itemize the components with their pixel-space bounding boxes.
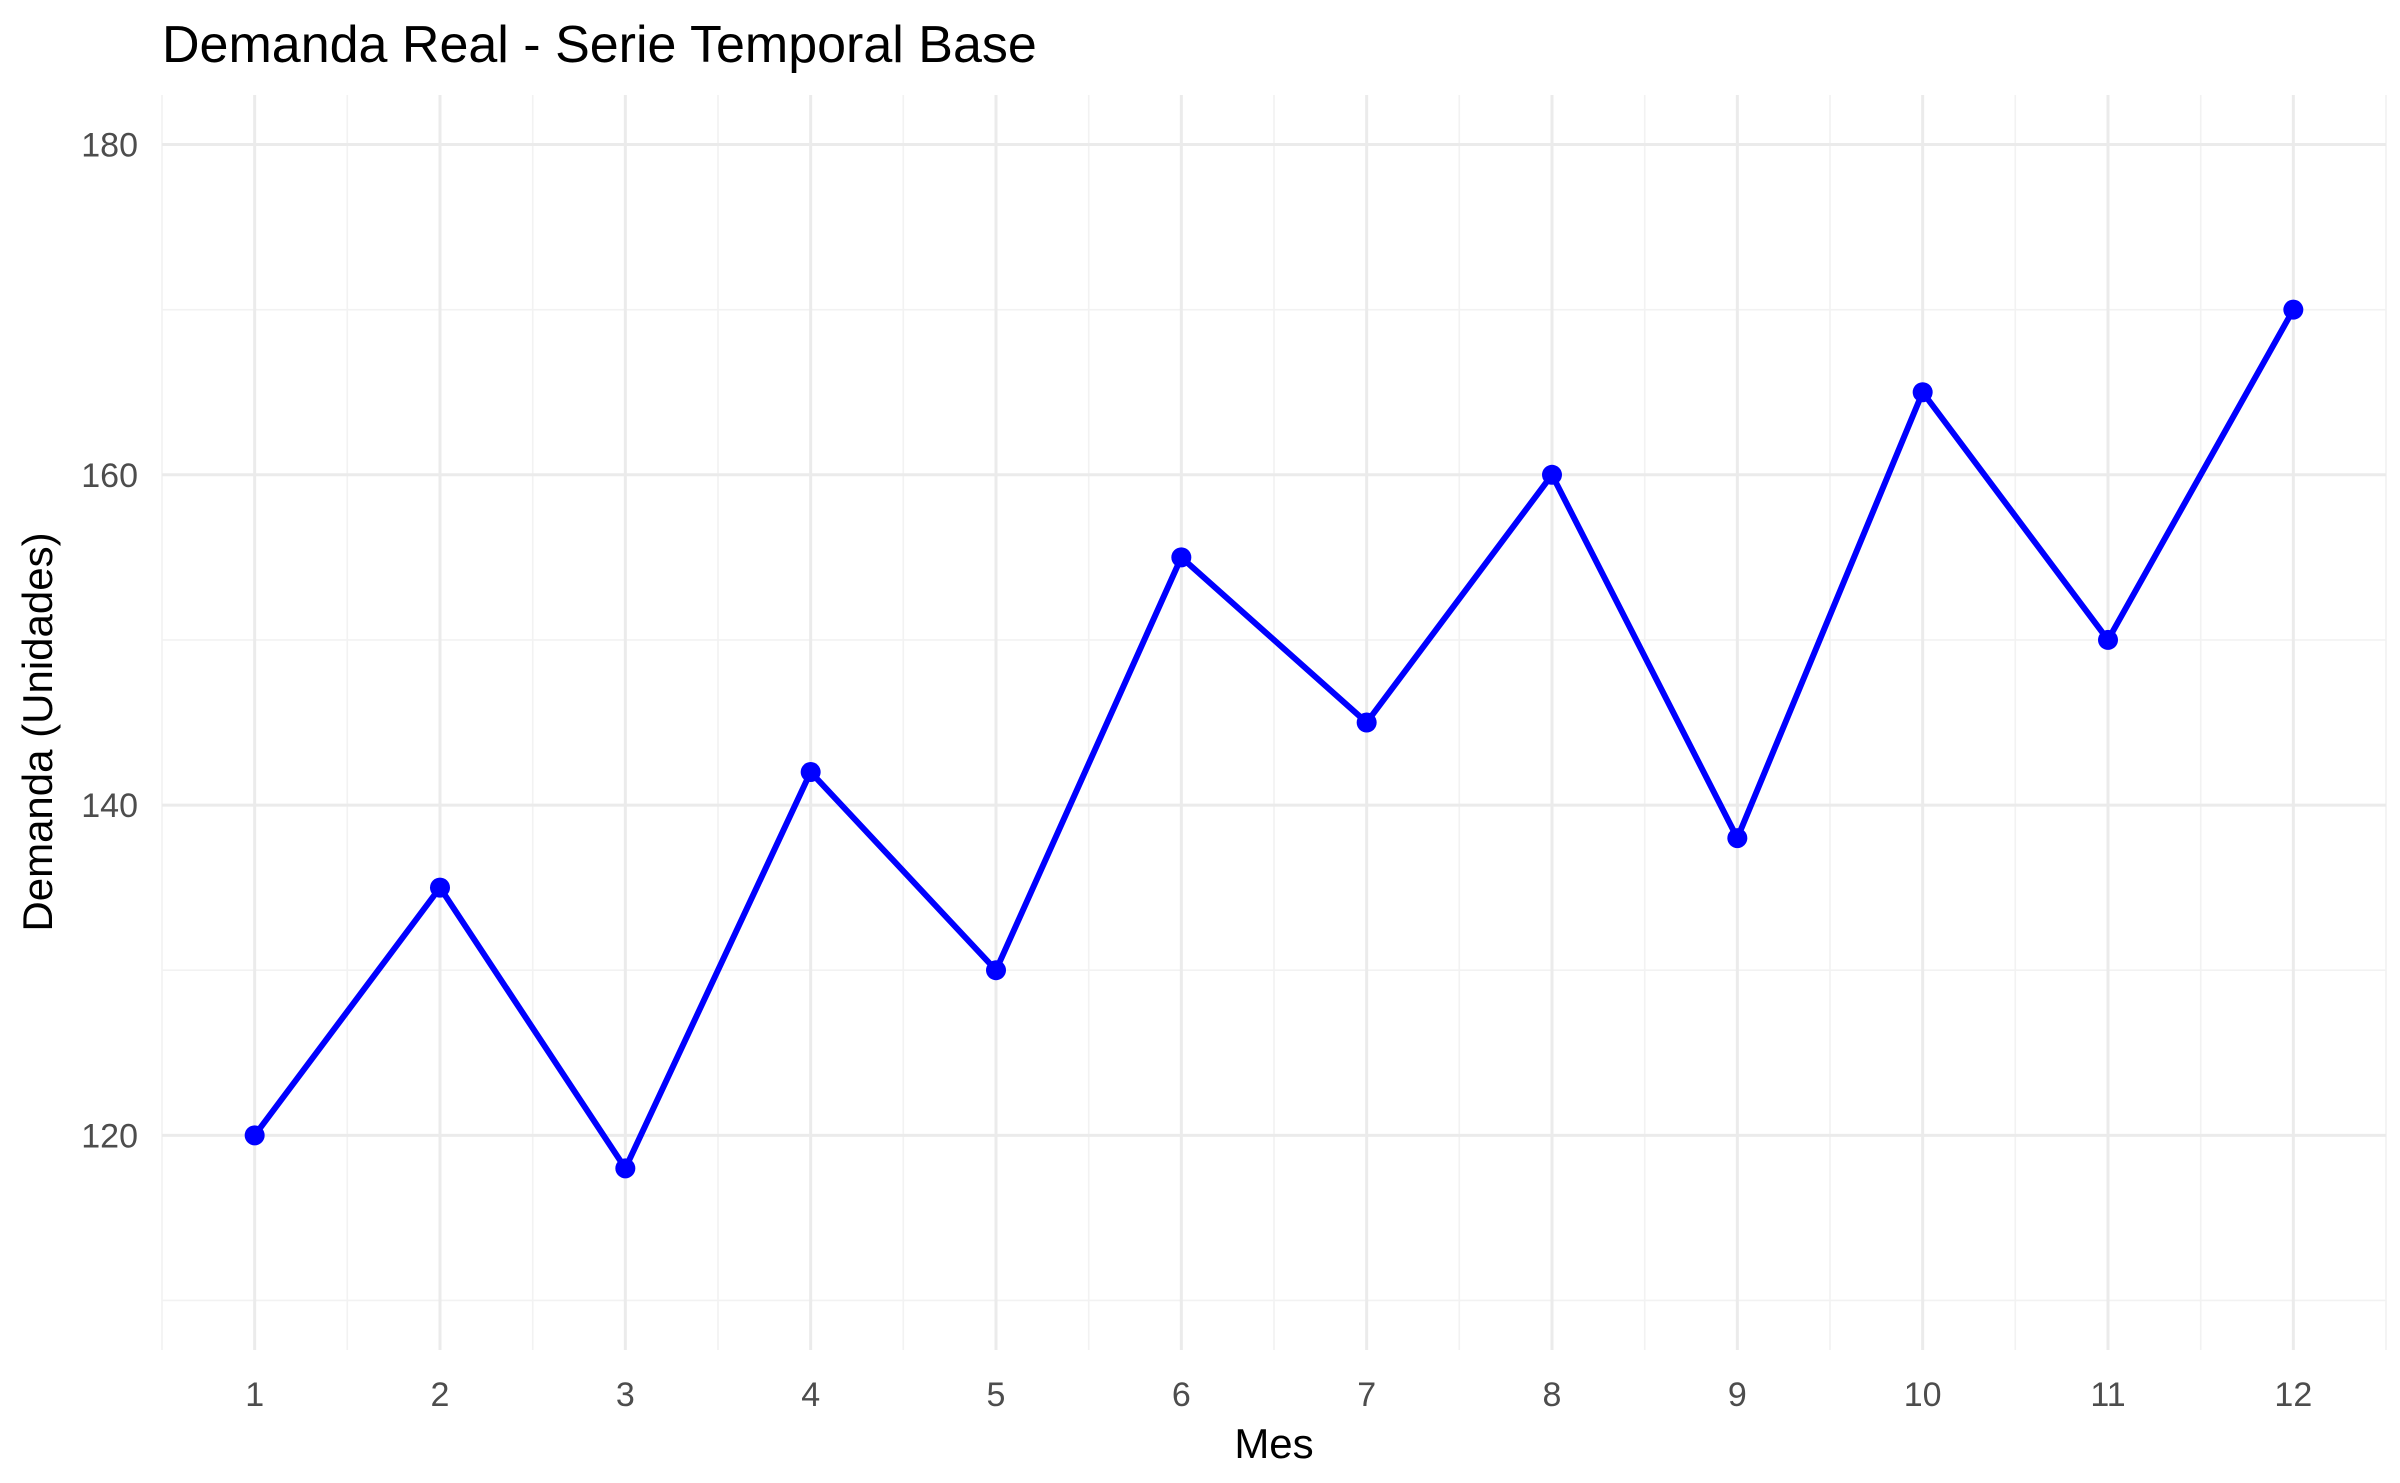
x-tick-label: 8 [1543,1376,1562,1414]
y-axis-ticks: 120 140 160 180 [81,127,138,1156]
x-tick-label: 9 [1728,1376,1747,1414]
x-tick-label: 1 [245,1376,264,1414]
data-point [244,1125,265,1146]
y-tick-label: 120 [81,1117,138,1155]
x-axis-title: Mes [1234,1420,1313,1467]
x-tick-label: 11 [2090,1376,2125,1414]
data-point [1912,382,1933,403]
y-tick-label: 140 [81,787,138,825]
data-point [2098,629,2118,650]
x-tick-label: 4 [801,1376,820,1414]
data-point [1727,828,1748,849]
data-point [2283,299,2304,320]
y-axis-title: Demanda (Unidades) [14,532,61,931]
data-point [800,762,821,783]
y-tick-label: 180 [81,127,138,165]
series-line [251,306,2297,1172]
x-tick-label: 7 [1357,1376,1376,1414]
chart-title: Demanda Real - Serie Temporal Base [162,16,1037,74]
grid-lines [161,95,2387,1350]
data-point [1356,712,1377,733]
data-point [615,1158,636,1179]
x-tick-label: 5 [987,1376,1006,1414]
x-axis-ticks: 1 2 3 4 5 6 7 8 9 10 11 12 [245,1376,2312,1414]
data-point [1171,547,1192,568]
y-tick-label: 160 [81,457,138,495]
x-tick-label: 3 [616,1376,635,1414]
data-point [986,960,1006,981]
series-layer [244,299,2304,1179]
x-tick-label: 2 [431,1376,450,1414]
x-tick-label: 12 [2274,1376,2312,1414]
data-point [1542,464,1562,485]
x-tick-label: 6 [1172,1376,1191,1414]
data-point [430,877,450,898]
x-tick-label: 10 [1904,1376,1942,1414]
